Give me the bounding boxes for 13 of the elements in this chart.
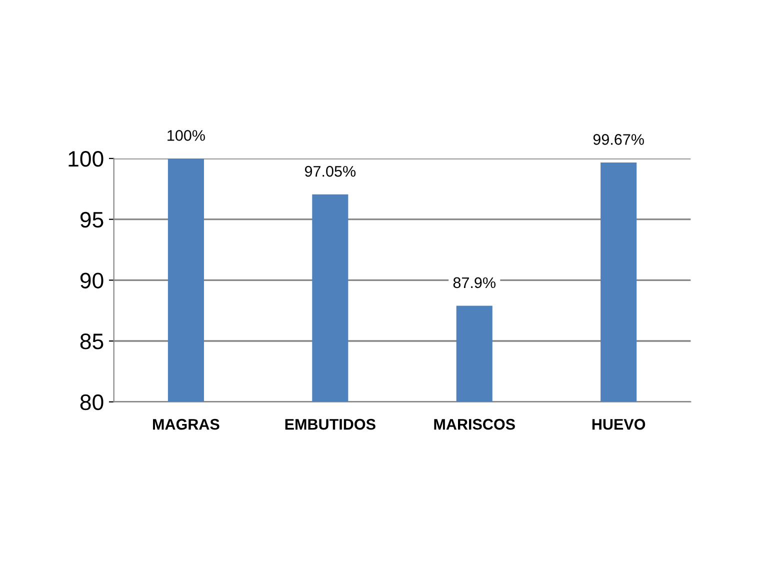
- x-tick-label: EMBUTIDOS: [285, 418, 376, 430]
- y-tick-label: 80: [80, 394, 104, 410]
- x-tick-label: MARISCOS: [434, 418, 515, 430]
- data-label: 97.05%: [304, 166, 356, 177]
- y-tick-label: 90: [80, 272, 104, 288]
- y-tick-label: 100: [68, 151, 104, 167]
- y-tick-label: 85: [80, 334, 104, 350]
- x-tick-label: MAGRAS: [153, 418, 220, 430]
- data-label: 99.67%: [593, 134, 644, 145]
- data-label: 100%: [168, 130, 205, 141]
- data-label: 87.9%: [453, 277, 496, 288]
- y-tick-label: 95: [80, 212, 104, 228]
- x-tick-label: HUEVO: [592, 418, 646, 430]
